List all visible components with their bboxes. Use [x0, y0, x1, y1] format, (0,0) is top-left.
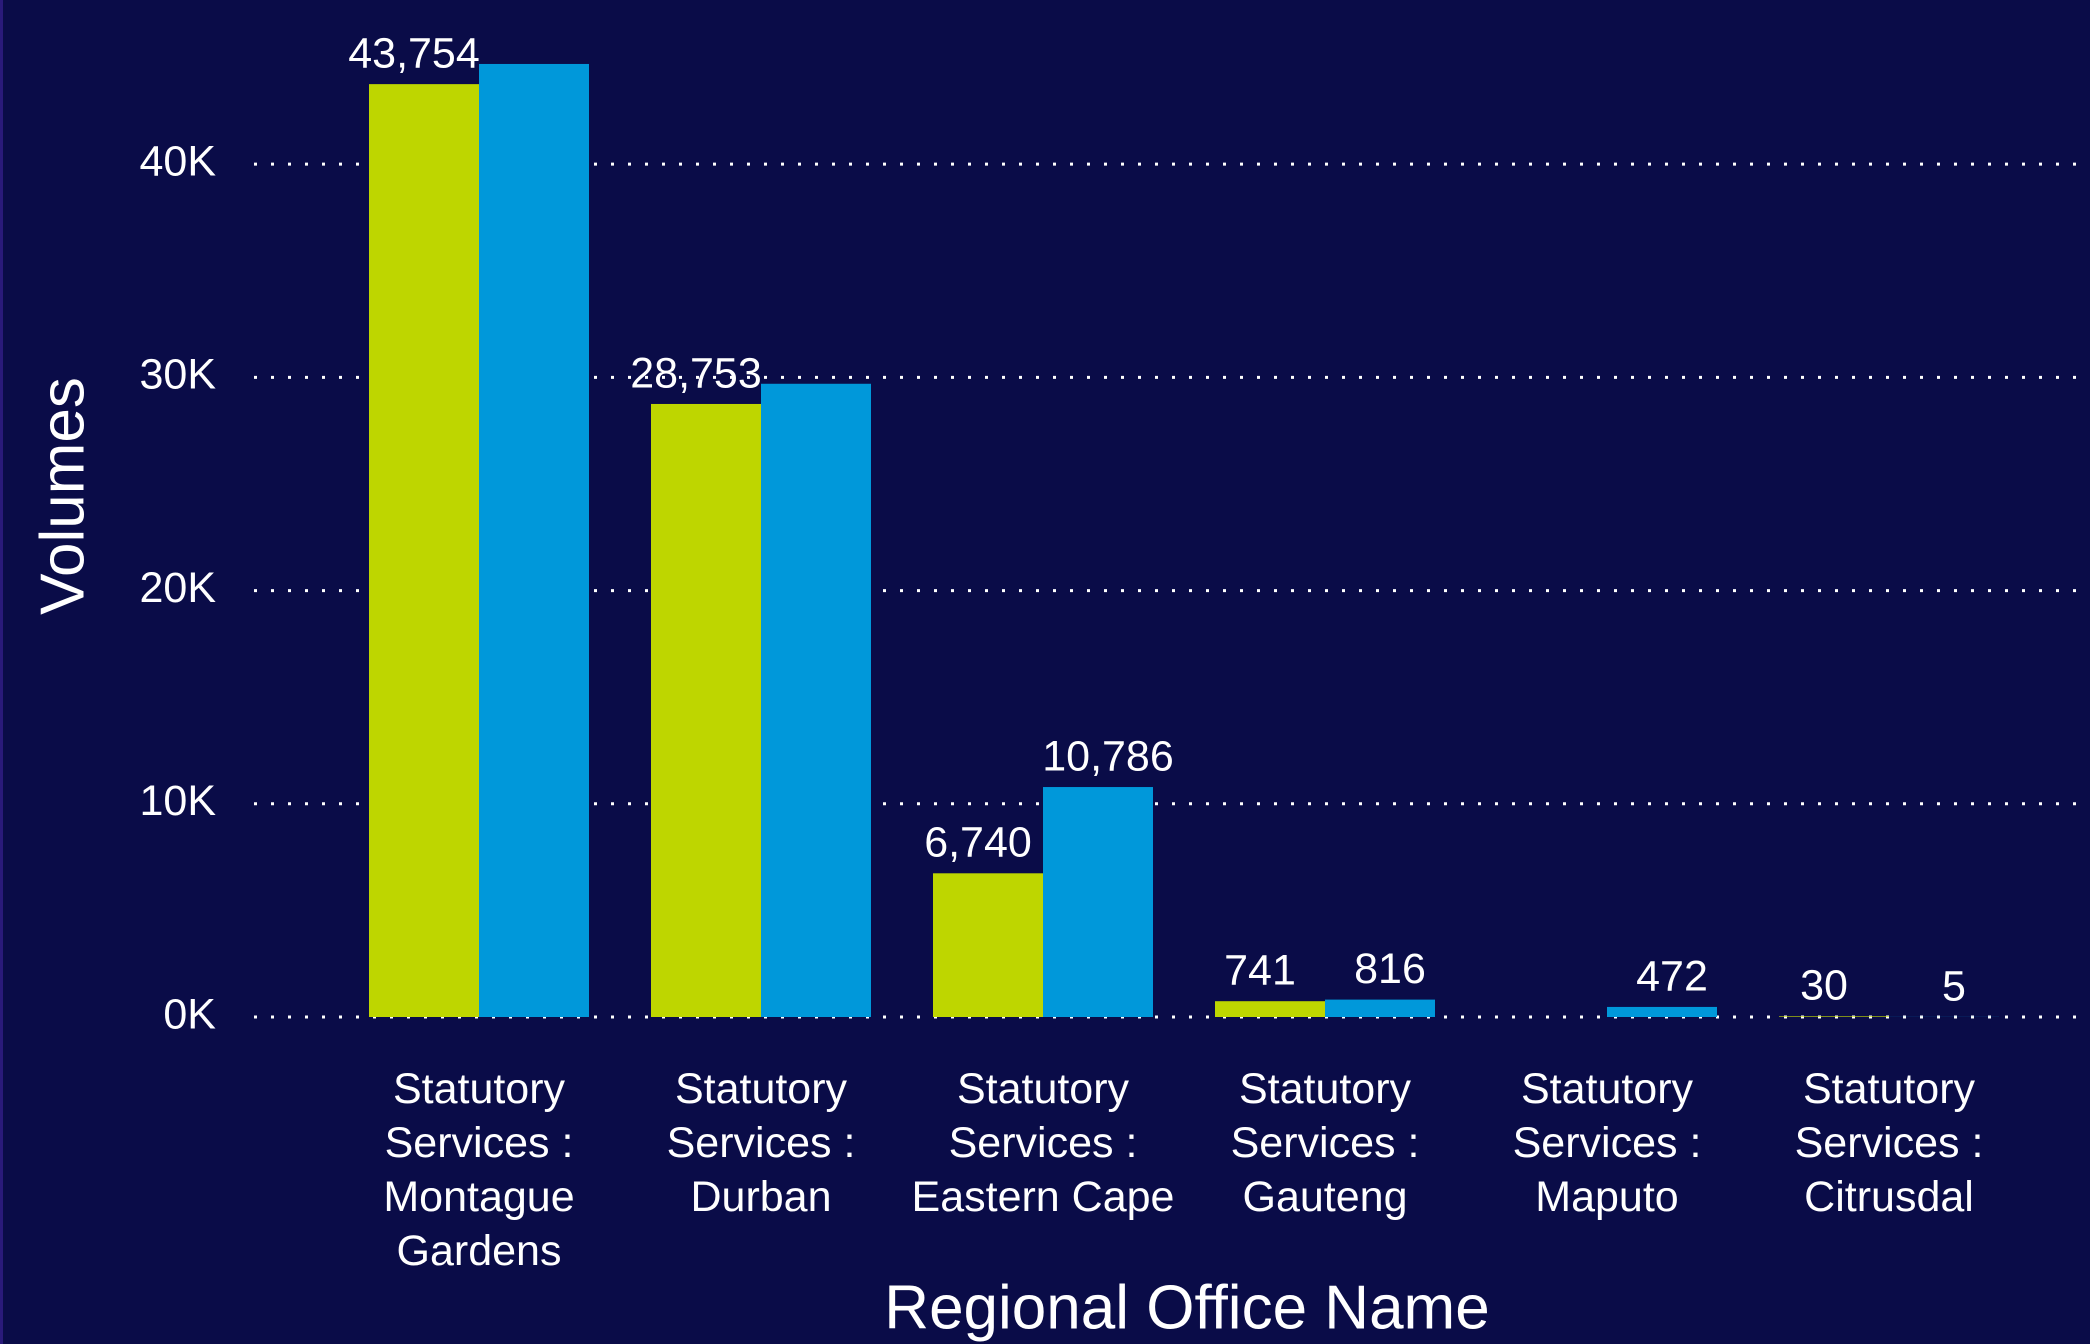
y-tick-label: 20K [139, 564, 216, 612]
data-label: 741 [1224, 947, 1296, 995]
y-tick-label: 30K [139, 351, 216, 399]
bar [1043, 787, 1153, 1017]
bar [1779, 1016, 1889, 1017]
data-label: 10,786 [1042, 732, 1174, 780]
bar [369, 84, 479, 1017]
bar [479, 63, 589, 1017]
bar [933, 873, 1043, 1017]
bar [761, 383, 871, 1018]
x-axis-title: Regional Office Name [884, 1273, 1489, 1342]
plot: Volumes Regional Office Name 0K 10K 20K 30K… [28, 29, 2090, 1342]
y-tick-label: 10K [139, 777, 216, 825]
data-label: 43,754 [348, 29, 480, 77]
data-label: 6,740 [924, 819, 1032, 867]
data-label: 472 [1636, 952, 1708, 1000]
bar [1215, 1001, 1325, 1017]
data-label: 5 [1942, 962, 1966, 1010]
y-axis-title: Volumes [28, 377, 97, 615]
bar [651, 403, 761, 1017]
x-tick-label: Statutory Services : Montague Gardens [383, 1065, 575, 1275]
y-tick-label: 0K [163, 990, 216, 1038]
data-label: 28,753 [630, 349, 762, 397]
data-label: 30 [1800, 962, 1848, 1010]
y-tick-label: 40K [139, 138, 216, 186]
bar [1607, 1006, 1717, 1017]
x-tick-label: Statutory Services : Durban [666, 1065, 856, 1221]
x-tick-label: Statutory Services : Citrusdal [1794, 1065, 1984, 1221]
x-tick-label: Statutory Services : Maputo [1512, 1065, 1702, 1221]
bar [1325, 999, 1435, 1017]
x-tick-label: Statutory Services : Gauteng [1230, 1065, 1420, 1221]
x-tick-label: Statutory Services : Eastern Cape [911, 1065, 1175, 1221]
data-label: 816 [1354, 945, 1426, 993]
